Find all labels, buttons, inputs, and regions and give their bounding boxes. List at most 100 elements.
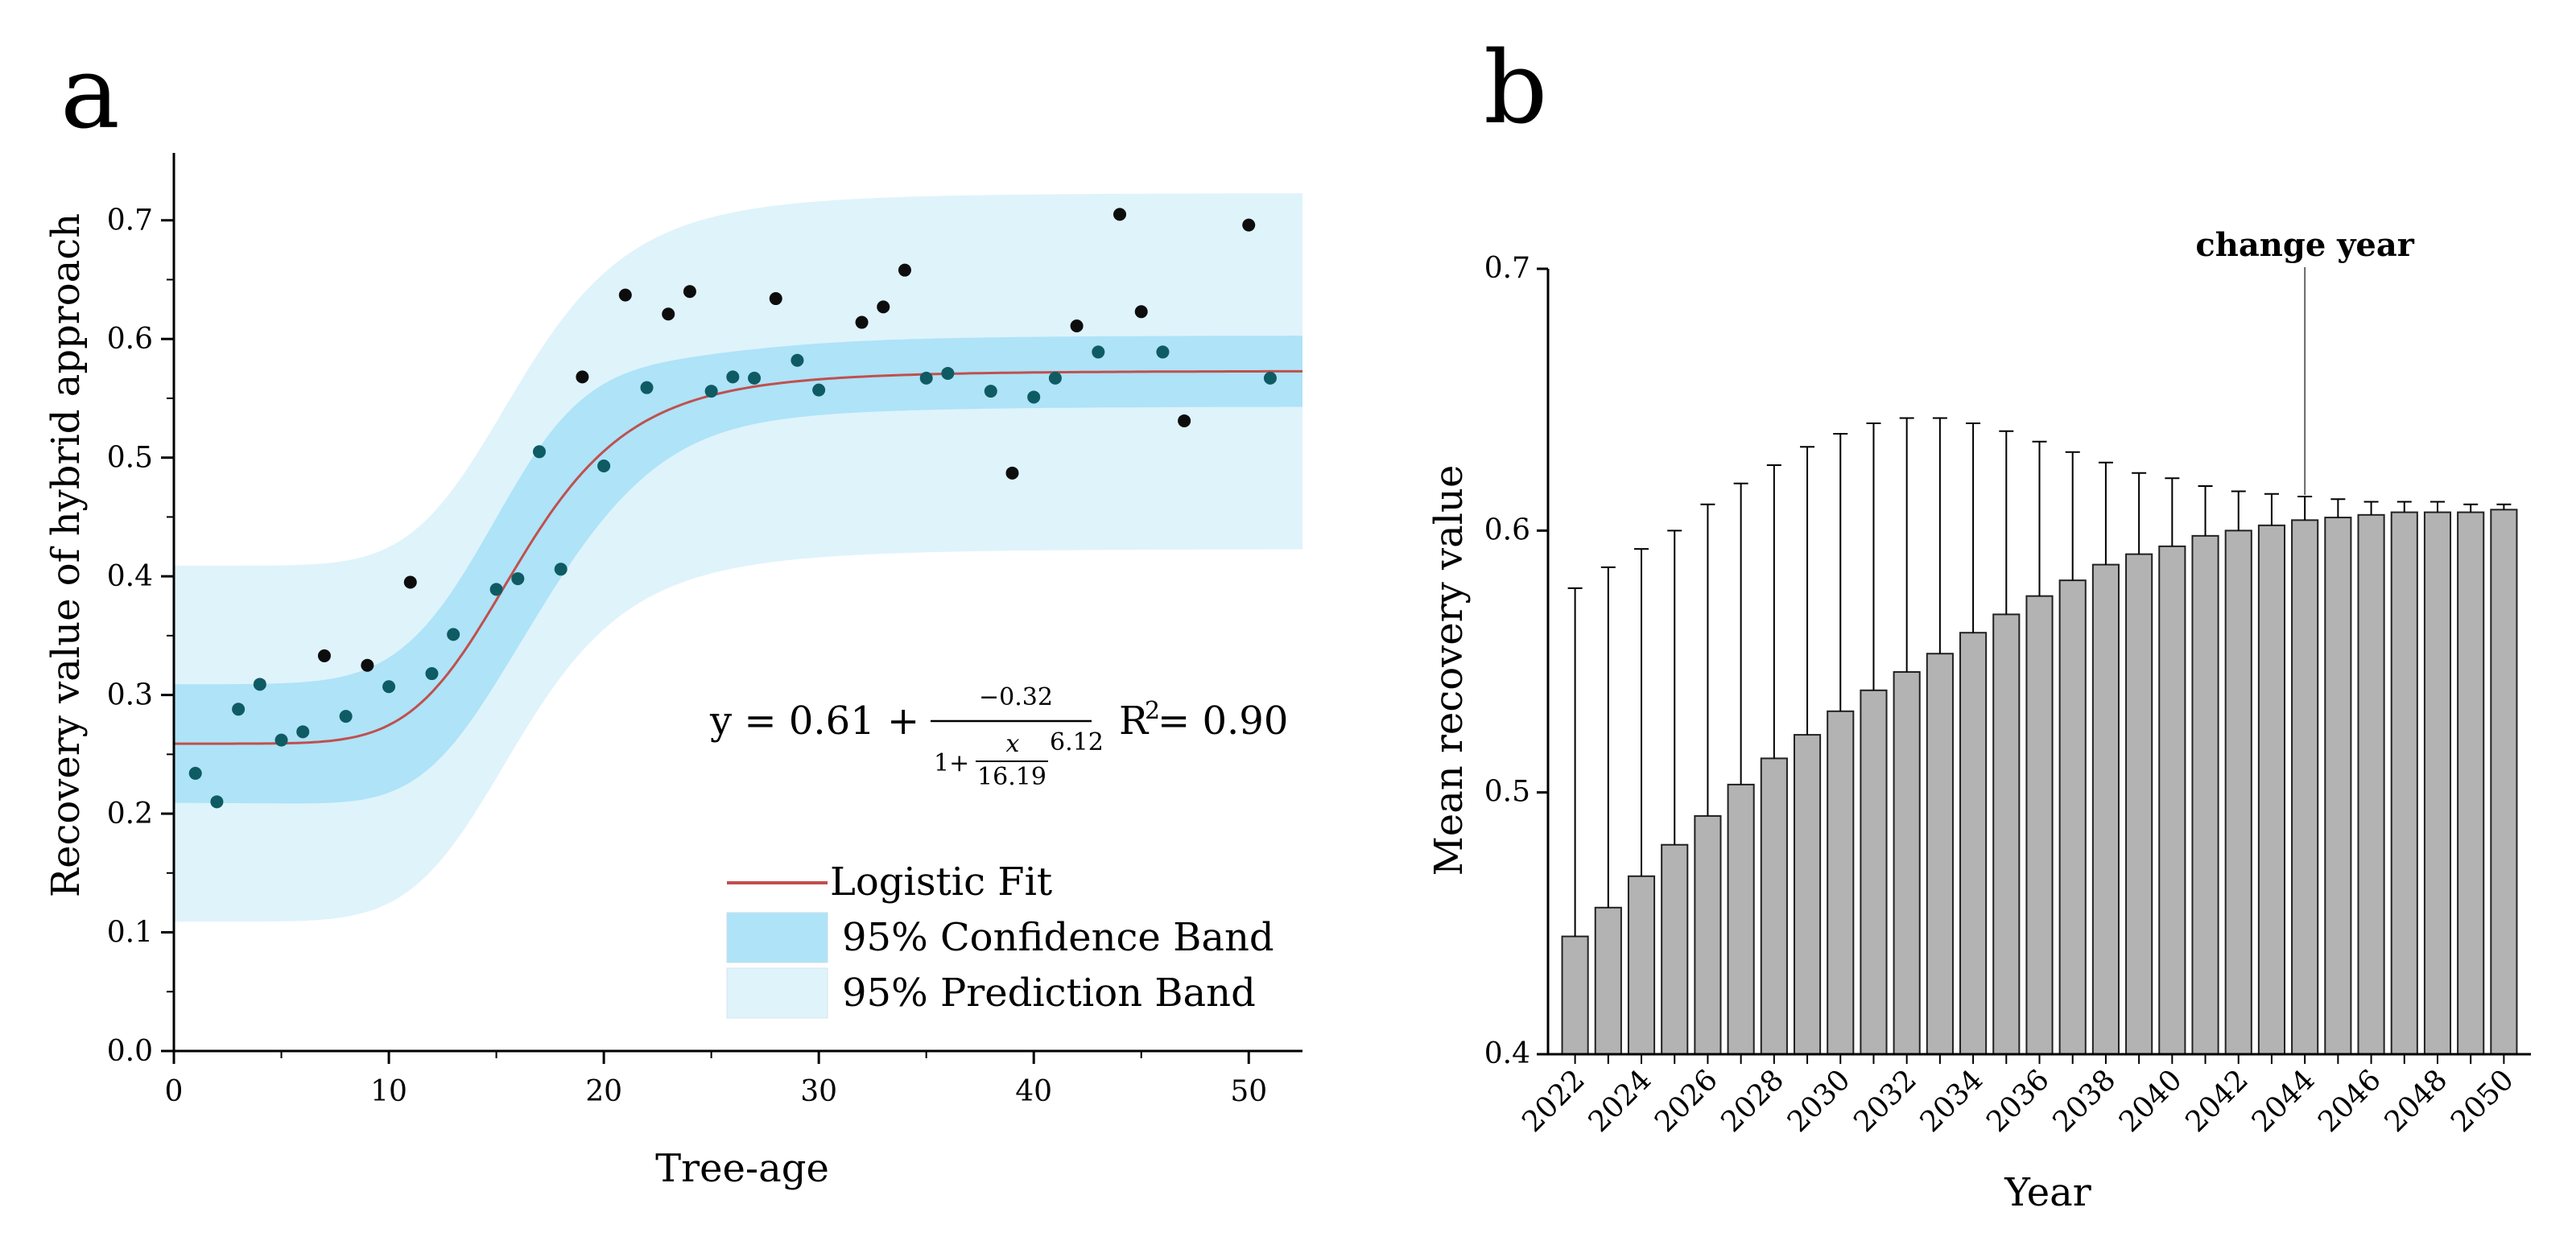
data-point xyxy=(1113,208,1127,221)
bar xyxy=(1594,906,1622,1056)
data-point xyxy=(640,381,654,394)
x-tick-label-b: 2028 xyxy=(1715,1063,1790,1139)
bar xyxy=(2091,563,2120,1055)
r-squared-superscript: 2 xyxy=(1145,697,1160,725)
bar xyxy=(2191,534,2219,1055)
bar xyxy=(2357,513,2385,1055)
fit-equation: y = 0.61 + −0.32 1+ x 16.19 6.12 R 2 = 0… xyxy=(709,683,1288,791)
bar xyxy=(1793,734,1822,1055)
legend-confidence-label: 95% Confidence Band xyxy=(842,915,1274,960)
y-axis-title-a: Recovery value of hybrid approach xyxy=(43,213,89,897)
data-point xyxy=(984,385,997,398)
bar xyxy=(1727,783,1755,1055)
x-tick-label-a: 0 xyxy=(165,1075,184,1108)
data-point xyxy=(532,445,546,459)
data-point xyxy=(1092,345,1105,359)
x-tick-label-a: 50 xyxy=(1230,1075,1267,1108)
x-tick-label-b: 2026 xyxy=(1649,1063,1724,1139)
y-tick-label-a: 0.4 xyxy=(107,560,153,593)
y-tick-label-a: 0.7 xyxy=(107,204,153,237)
legend-confidence-swatch xyxy=(726,912,828,963)
legend: Logistic Fit 95% Confidence Band 95% Pre… xyxy=(726,859,1274,1019)
x-tick-label-b: 2040 xyxy=(2113,1063,2189,1139)
data-points xyxy=(188,208,1277,809)
data-point xyxy=(275,733,288,747)
x-axis-title-b: Year xyxy=(2004,1170,2091,1215)
bar xyxy=(2125,553,2153,1055)
legend-prediction-label: 95% Prediction Band xyxy=(842,971,1256,1016)
data-point xyxy=(941,366,955,380)
change-year-annotation: change year xyxy=(2195,226,2415,496)
y-tick-label-a: 0.0 xyxy=(107,1035,153,1068)
bar xyxy=(1627,875,1656,1055)
bar xyxy=(1661,843,1689,1055)
equation-numerator: −0.32 xyxy=(979,683,1053,711)
x-tick-label-b: 2046 xyxy=(2312,1063,2388,1139)
x-tick-label-b: 2048 xyxy=(2379,1063,2454,1139)
prediction-band xyxy=(174,193,1302,922)
data-point xyxy=(898,263,911,277)
panel-label-b: b xyxy=(1484,31,1547,146)
data-point xyxy=(683,285,696,299)
data-point xyxy=(726,370,740,384)
y-tick-label-a: 0.1 xyxy=(107,917,153,950)
r-squared-label: R xyxy=(1119,699,1150,744)
x-axis-title-a: Tree-age xyxy=(655,1146,829,1191)
data-point xyxy=(382,680,396,694)
equation-den-divisor: 16.19 xyxy=(977,763,1046,791)
data-point xyxy=(447,628,460,641)
data-point xyxy=(748,371,762,385)
panel-label-a: a xyxy=(60,35,120,151)
data-point xyxy=(576,370,589,384)
data-point xyxy=(618,288,632,302)
data-point xyxy=(1027,390,1041,404)
data-point xyxy=(1156,345,1170,359)
equation-den-one-plus: 1+ xyxy=(934,749,969,777)
x-tick-label-a: 10 xyxy=(370,1075,407,1108)
legend-fit-label: Logistic Fit xyxy=(830,859,1052,905)
x-tick-label-a: 40 xyxy=(1015,1075,1052,1108)
data-point xyxy=(232,703,246,716)
data-point xyxy=(403,575,417,589)
plot-area-a xyxy=(174,193,1302,922)
bar xyxy=(2224,530,2252,1055)
x-tick-label-b: 2038 xyxy=(2046,1063,2122,1139)
confidence-band xyxy=(174,336,1302,804)
axes-a: 0.0 0.1 0.2 0.3 0.4 0.5 0.6 0.7 0 10 20 30 40 50 xyxy=(107,153,1302,1108)
y-tick-label-a: 0.2 xyxy=(107,798,153,831)
data-point xyxy=(1005,466,1019,480)
data-point xyxy=(361,658,374,672)
data-point xyxy=(877,300,890,314)
data-point xyxy=(855,315,869,329)
data-point xyxy=(1048,371,1062,385)
data-point xyxy=(296,725,310,739)
legend-prediction-swatch xyxy=(726,967,828,1019)
bar xyxy=(1827,710,1855,1056)
data-point xyxy=(1242,218,1256,232)
data-point xyxy=(253,678,266,691)
bar xyxy=(2025,595,2054,1055)
data-point xyxy=(511,572,525,586)
data-point xyxy=(1070,319,1084,332)
y-tick-label-a: 0.5 xyxy=(107,442,153,475)
data-point xyxy=(489,583,503,596)
bar xyxy=(2324,517,2352,1055)
data-point xyxy=(812,383,826,397)
data-point xyxy=(1263,371,1277,385)
change-year-label: change year xyxy=(2195,226,2414,264)
x-tick-label-b: 2050 xyxy=(2445,1063,2520,1139)
bar xyxy=(2058,579,2087,1055)
data-point xyxy=(704,385,718,398)
x-tick-label-b: 2042 xyxy=(2179,1063,2255,1139)
x-tick-label-a: 30 xyxy=(800,1075,837,1108)
x-tick-label-b: 2034 xyxy=(1914,1063,1990,1139)
y-tick-label-a: 0.3 xyxy=(107,679,153,712)
data-point xyxy=(662,307,675,321)
bar xyxy=(1760,757,1788,1056)
bar xyxy=(1992,613,2021,1055)
x-tick-label-a: 20 xyxy=(585,1075,622,1108)
bar xyxy=(2457,511,2485,1055)
bar xyxy=(1893,671,1921,1055)
bar xyxy=(1561,935,1589,1055)
